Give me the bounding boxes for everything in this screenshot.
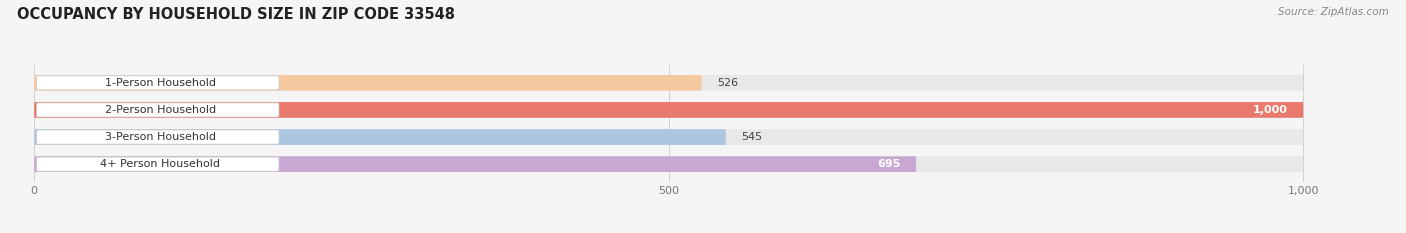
FancyBboxPatch shape [37, 157, 278, 171]
Text: 545: 545 [741, 132, 762, 142]
Text: 695: 695 [877, 159, 901, 169]
FancyBboxPatch shape [34, 102, 1303, 118]
FancyBboxPatch shape [37, 103, 278, 117]
Text: 3-Person Household: 3-Person Household [105, 132, 217, 142]
FancyBboxPatch shape [34, 156, 1303, 172]
Text: Source: ZipAtlas.com: Source: ZipAtlas.com [1278, 7, 1389, 17]
Text: 2-Person Household: 2-Person Household [105, 105, 217, 115]
FancyBboxPatch shape [34, 75, 702, 91]
FancyBboxPatch shape [34, 75, 1303, 91]
FancyBboxPatch shape [37, 130, 278, 144]
FancyBboxPatch shape [34, 129, 1303, 145]
FancyBboxPatch shape [34, 156, 917, 172]
Text: 1,000: 1,000 [1253, 105, 1288, 115]
Text: 4+ Person Household: 4+ Person Household [100, 159, 221, 169]
FancyBboxPatch shape [34, 129, 725, 145]
FancyBboxPatch shape [34, 102, 1303, 118]
Text: 1-Person Household: 1-Person Household [105, 78, 217, 88]
Text: 526: 526 [717, 78, 738, 88]
FancyBboxPatch shape [37, 76, 278, 90]
Text: OCCUPANCY BY HOUSEHOLD SIZE IN ZIP CODE 33548: OCCUPANCY BY HOUSEHOLD SIZE IN ZIP CODE … [17, 7, 456, 22]
